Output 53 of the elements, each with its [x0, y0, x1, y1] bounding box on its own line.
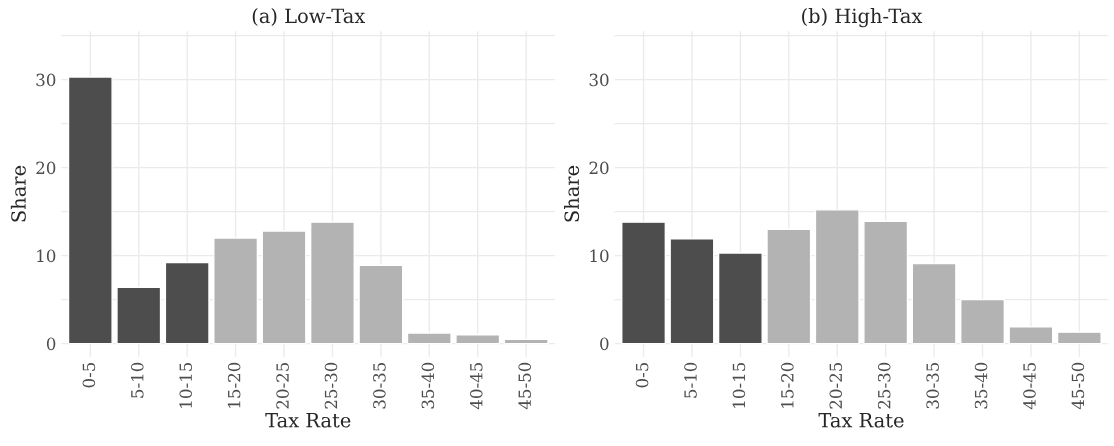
bar [621, 221, 667, 345]
bar [116, 286, 162, 345]
bar [67, 76, 113, 345]
x-axis-title: Tax Rate [265, 413, 351, 428]
x-tick-label: 15-20 [781, 362, 794, 408]
x-tick-label: 25-30 [324, 362, 338, 409]
x-tick-label: 30-35 [373, 362, 386, 409]
y-tick-label: 20 [589, 161, 609, 175]
x-tick-label: 15-20 [227, 362, 241, 408]
y-tick-label: 10 [37, 249, 56, 263]
bar [455, 334, 501, 345]
chart-title: (b) High-Tax [802, 8, 923, 28]
bar [960, 298, 1006, 345]
x-tick-label: 45-50 [518, 362, 531, 410]
x-tick-label: 40-45 [469, 362, 483, 410]
bar [717, 252, 763, 345]
y-axis-title: Share [564, 165, 580, 222]
y-tick-label: 30 [36, 73, 56, 87]
x-tick-label: 20-25 [276, 362, 289, 409]
bar [1056, 331, 1102, 345]
bar [863, 220, 909, 345]
bar [261, 230, 307, 345]
bar [358, 264, 404, 345]
x-axis-title: Tax Rate [818, 413, 904, 428]
y-tick-label: 0 [600, 337, 609, 351]
x-tick-label: 0-5 [82, 362, 96, 388]
y-tick-label: 20 [36, 161, 56, 175]
bar [309, 221, 355, 345]
bar [669, 238, 715, 345]
bar [911, 262, 957, 345]
x-tick-label: 0-5 [635, 362, 649, 388]
y-tick-label: 30 [589, 73, 609, 87]
chart-title: (a) Low-Tax [252, 8, 366, 26]
x-tick-label: 35-40 [974, 362, 988, 409]
bar [814, 209, 860, 345]
x-tick-label: 5-10 [130, 362, 144, 398]
x-tick-label: 10-15 [179, 362, 193, 408]
x-tick-label: 40-45 [1023, 362, 1036, 410]
bar [1008, 326, 1054, 345]
bar [766, 228, 812, 345]
y-tick-label: 0 [46, 337, 56, 351]
x-tick-label: 10-15 [732, 362, 746, 408]
x-tick-label: 5-10 [684, 362, 697, 398]
bar [406, 332, 452, 345]
x-tick-label: 30-35 [926, 362, 939, 409]
bar [164, 261, 210, 345]
y-tick-label: 10 [590, 249, 609, 263]
bar [213, 237, 259, 345]
x-tick-label: 35-40 [421, 362, 435, 409]
x-tick-label: 20-25 [829, 362, 843, 409]
x-tick-label: 25-30 [877, 362, 891, 409]
x-tick-label: 45-50 [1071, 362, 1085, 410]
y-axis-title: Share [10, 165, 26, 222]
